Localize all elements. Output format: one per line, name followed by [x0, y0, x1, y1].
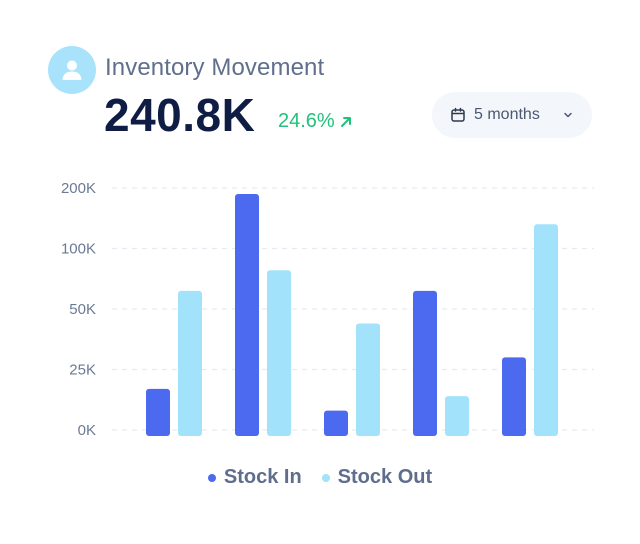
bar-stock-in[interactable]: [235, 194, 259, 436]
legend-dot-stock-in: [207, 473, 216, 482]
change-percent: 24.6%: [278, 110, 335, 132]
bar-chart: 200K 100K 50K 25K 0K: [61, 180, 594, 439]
bar-stock-out[interactable]: [178, 290, 202, 436]
legend-item-stock-in[interactable]: Stock In: [207, 466, 302, 489]
bar-stock-in[interactable]: [502, 357, 526, 436]
calendar-icon: [450, 107, 466, 123]
bar-stock-out[interactable]: [445, 396, 469, 436]
card-title: Inventory Movement: [105, 54, 325, 81]
change-indicator: 24.6%: [278, 110, 354, 133]
bar-stock-in[interactable]: [146, 388, 170, 436]
chevron-down-icon: [562, 109, 574, 121]
period-value: 5 months: [474, 106, 540, 123]
y-tick-label: 50K: [69, 301, 96, 318]
bar-stock-in[interactable]: [324, 410, 348, 436]
total-value: 240.8K: [104, 89, 256, 141]
legend-dot-stock-out: [321, 473, 330, 482]
arrow-up-right-icon: [340, 116, 351, 127]
y-tick-label: 25K: [69, 362, 96, 379]
legend-label-stock-out: Stock Out: [337, 466, 433, 488]
bar-stock-out[interactable]: [534, 224, 558, 436]
avatar: [48, 46, 96, 94]
bar-stock-out[interactable]: [356, 323, 380, 436]
period-dropdown[interactable]: 5 months: [432, 92, 592, 138]
legend-label-stock-in: Stock In: [223, 466, 302, 488]
chart-legend: Stock In Stock Out: [0, 466, 640, 489]
legend-item-stock-out[interactable]: Stock Out: [321, 466, 433, 489]
y-tick-label: 200K: [61, 180, 96, 197]
user-icon: [62, 60, 82, 80]
y-tick-label: 100K: [61, 241, 96, 258]
bar-stock-in[interactable]: [413, 290, 437, 436]
bar-stock-out[interactable]: [267, 270, 291, 436]
y-tick-label: 0K: [78, 422, 96, 439]
